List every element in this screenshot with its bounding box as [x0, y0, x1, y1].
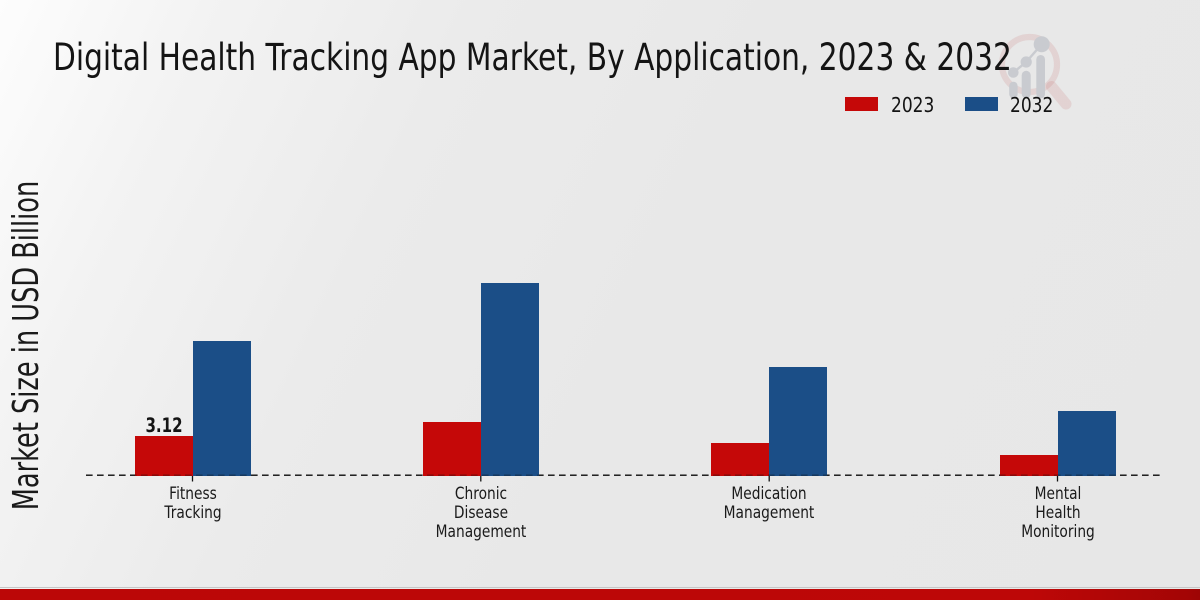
bar-2023-1	[422, 421, 481, 476]
category-label-1: Chronic Disease Management	[435, 482, 527, 541]
footer-accent-bar	[0, 589, 1200, 600]
bar-2032-1	[480, 283, 539, 476]
growth-bars-icon	[1008, 36, 1050, 99]
legend-label-2032: 2032	[1010, 93, 1054, 118]
legend-label-2023: 2023	[890, 93, 935, 118]
bar-2023-2	[711, 442, 770, 476]
chart-title: Digital Health Tracking App Market, By A…	[53, 36, 1013, 80]
category-label-2: Medication Management	[723, 482, 815, 522]
bar-2032-2	[769, 366, 828, 476]
bar-2023-3	[999, 455, 1058, 476]
legend-swatch-2032	[964, 97, 998, 111]
y-axis-label: Market Size in USD Billion	[5, 180, 47, 511]
bar-value-label: 3.12	[144, 414, 183, 438]
legend-swatch-2023	[845, 97, 878, 111]
bar-2032-0	[192, 341, 251, 476]
watermark-logo	[998, 33, 1072, 110]
category-label-3: Mental Health Monitoring	[1020, 482, 1095, 541]
bar-2023-0	[134, 436, 193, 476]
footer-divider	[0, 587, 1200, 589]
bar-2032-3	[1057, 411, 1116, 476]
category-label-0: Fitness Tracking	[163, 482, 222, 522]
x-axis-ticks	[191, 475, 1059, 482]
